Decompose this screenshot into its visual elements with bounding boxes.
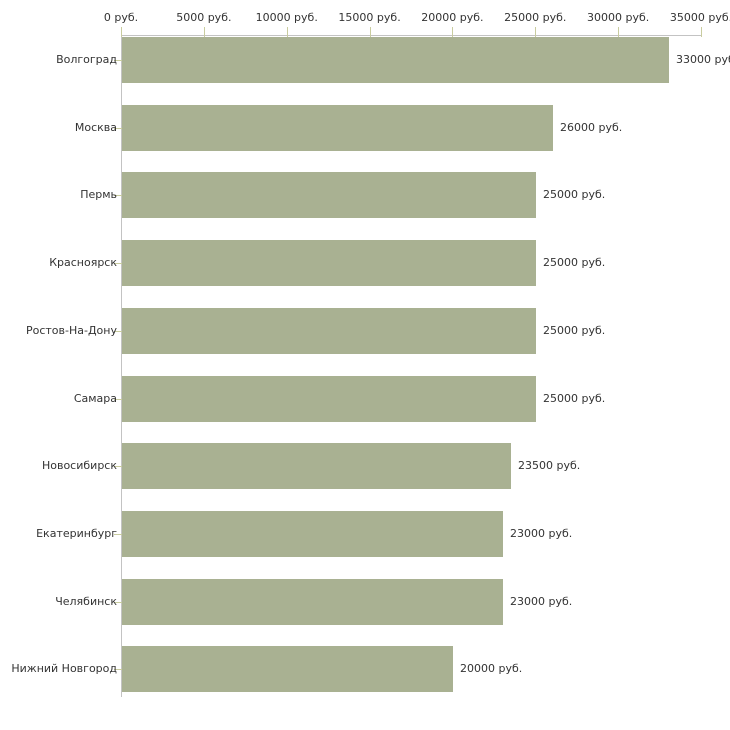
y-axis-tick-mark [114,669,122,670]
bar [122,579,503,625]
bar [122,646,453,692]
bar [122,443,511,489]
x-axis-tick-label: 5000 руб. [176,11,232,24]
value-label: 33000 руб [676,53,730,66]
category-label: Москва [74,121,117,134]
y-axis-tick-mark [114,466,122,467]
y-axis-tick-mark [114,331,122,332]
category-label: Волгоград [56,53,117,66]
category-label: Самара [73,392,117,405]
x-axis-tick-label: 25000 руб. [504,11,567,24]
x-axis-tick-label: 10000 руб. [255,11,318,24]
bar [122,308,536,354]
x-axis-tick-mark [121,27,122,37]
x-axis-tick-mark [369,27,371,37]
value-label: 26000 руб. [560,121,623,134]
y-axis-tick-mark [114,263,122,264]
y-axis-tick-mark [114,60,122,61]
value-label: 25000 руб. [543,188,606,201]
bar [122,37,669,83]
y-axis-tick-mark [114,399,122,400]
value-label: 25000 руб. [543,392,606,405]
x-axis-tick-mark [452,27,454,37]
x-axis-tick-mark [701,27,702,37]
x-axis-tick-mark [618,27,620,37]
value-label: 20000 руб. [460,662,523,675]
x-axis-tick-mark [203,27,205,37]
bar [122,105,553,151]
bar [122,172,536,218]
value-label: 25000 руб. [543,324,606,337]
x-axis-tick-label: 30000 руб. [587,11,650,24]
y-axis-tick-mark [114,195,122,196]
y-axis-tick-mark [114,534,122,535]
x-axis-tick-label: 20000 руб. [421,11,484,24]
y-axis-line [121,35,122,697]
x-axis-tick-mark [286,27,288,37]
y-axis-tick-mark [114,128,122,129]
value-label: 23500 руб. [518,459,581,472]
x-axis-tick-label: 15000 руб. [338,11,401,24]
category-label: Пермь [80,188,117,201]
bar [122,376,536,422]
x-axis-tick-mark [535,27,537,37]
category-label: Ростов-На-Дону [25,324,117,337]
bar [122,511,503,557]
category-label: Екатеринбург [36,527,117,540]
value-label: 23000 руб. [510,527,573,540]
value-label: 25000 руб. [543,256,606,269]
category-label: Красноярск [49,256,117,269]
category-label: Новосибирск [41,459,117,472]
bar [122,240,536,286]
y-axis-tick-mark [114,602,122,603]
category-label: Челябинск [55,595,117,608]
x-axis-line [121,35,701,36]
category-label: Нижний Новгород [11,662,117,675]
x-axis-tick-label: 0 руб. [103,11,139,24]
value-label: 23000 руб. [510,595,573,608]
x-axis-tick-label: 35000 руб. [669,11,730,24]
